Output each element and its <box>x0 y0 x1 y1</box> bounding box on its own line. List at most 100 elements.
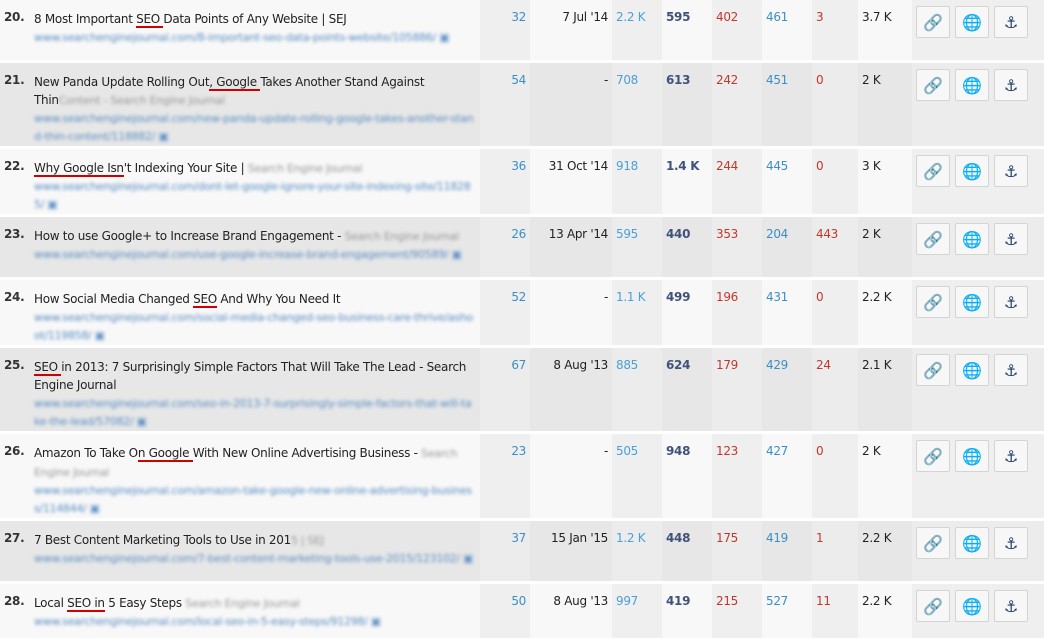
cell-c4: 448 <box>662 521 712 584</box>
actions-cell: 🔗 🌐 ⚓ <box>912 149 1044 217</box>
page-url-link[interactable]: www.searchenginejournal.com/8-important-… <box>34 31 450 44</box>
page-url-link[interactable]: www.searchenginejournal.com/local-seo-in… <box>34 615 381 628</box>
actions-cell: 🔗 🌐 ⚓ <box>912 0 1044 63</box>
value-c3: 1.2 K <box>616 531 646 545</box>
cell-c8: 2.2 K <box>858 280 912 348</box>
cell-c4: 613 <box>662 63 712 149</box>
keyword-highlight: , Google <box>209 75 261 91</box>
link-button[interactable]: 🔗 <box>916 223 950 255</box>
page-title-link[interactable]: SEO in 2013: 7 Surprisingly Simple Facto… <box>34 358 476 395</box>
page-url-link[interactable]: www.searchenginejournal.com/dont-let-goo… <box>34 180 471 211</box>
value-date: 8 Aug '13 <box>553 594 608 608</box>
site-name: 5 | SEJ <box>290 534 324 547</box>
globe-button[interactable]: 🌐 <box>955 590 989 622</box>
title-text: Local <box>34 596 68 610</box>
globe-button[interactable]: 🌐 <box>955 286 989 318</box>
cell-c5: 215 <box>712 584 762 641</box>
link-button[interactable]: 🔗 <box>916 69 950 101</box>
anchor-button[interactable]: ⚓ <box>994 590 1028 622</box>
value-c1: 50 <box>511 594 526 608</box>
title-text: Data Points of Any Website | SEJ <box>163 12 347 26</box>
link-button[interactable]: 🔗 <box>916 286 950 318</box>
actions-cell: 🔗 🌐 ⚓ <box>912 280 1044 348</box>
cell-c8: 2 K <box>858 217 912 280</box>
row-number: 24. <box>0 280 30 348</box>
cell-c1: 26 <box>480 217 530 280</box>
cell-c7: 24 <box>812 348 858 434</box>
link-button[interactable]: 🔗 <box>916 590 950 622</box>
globe-button[interactable]: 🌐 <box>955 354 989 386</box>
site-name: Search Engine Journal <box>344 230 460 243</box>
value-c4: 948 <box>666 444 691 458</box>
link-button[interactable]: 🔗 <box>916 6 950 38</box>
page-title-link[interactable]: 8 Most Important SEO Data Points of Any … <box>34 10 476 29</box>
page-title-link[interactable]: Why Google Isn't Indexing Your Site | Se… <box>34 159 476 178</box>
url-text: www.searchenginejournal.com/seo-in-2013-… <box>34 397 472 428</box>
page-title-link[interactable]: How to use Google+ to Increase Brand Eng… <box>34 227 476 246</box>
cell-c5: 353 <box>712 217 762 280</box>
value-c6: 427 <box>766 444 789 458</box>
page-url-link[interactable]: www.searchenginejournal.com/new-panda-up… <box>34 112 474 143</box>
page-title-link[interactable]: New Panda Update Rolling Out, Google Tak… <box>34 73 476 110</box>
anchor-button[interactable]: ⚓ <box>994 6 1028 38</box>
row-number: 27. <box>0 521 30 584</box>
url-text: www.searchenginejournal.com/7-best-conte… <box>34 552 460 565</box>
anchor-icon: ⚓ <box>1003 596 1019 616</box>
globe-button[interactable]: 🌐 <box>955 527 989 559</box>
page-title-link[interactable]: Amazon To Take On Google With New Online… <box>34 444 476 482</box>
title-text: 't Indexing Your Site | <box>123 161 248 175</box>
link-button[interactable]: 🔗 <box>916 354 950 386</box>
title-text: New Panda Update Rolling Out <box>34 75 210 89</box>
anchor-button[interactable]: ⚓ <box>994 69 1028 101</box>
globe-button[interactable]: 🌐 <box>955 223 989 255</box>
anchor-icon: ⚓ <box>1003 229 1019 249</box>
link-button[interactable]: 🔗 <box>916 440 950 472</box>
anchor-button[interactable]: ⚓ <box>994 223 1028 255</box>
globe-icon: 🌐 <box>962 229 982 249</box>
page-url-link[interactable]: www.searchenginejournal.com/seo-in-2013-… <box>34 397 472 428</box>
page-title-link[interactable]: Local SEO in 5 Easy Steps Search Engine … <box>34 594 476 613</box>
globe-button[interactable]: 🌐 <box>955 6 989 38</box>
value-c3: 997 <box>616 594 639 608</box>
cell-c7: 0 <box>812 63 858 149</box>
page-url-link[interactable]: www.searchenginejournal.com/use-google-i… <box>34 248 462 261</box>
page-title-link[interactable]: How Social Media Changed SEO And Why You… <box>34 290 476 309</box>
page-url-link[interactable]: www.searchenginejournal.com/social-media… <box>34 311 473 342</box>
value-c7: 0 <box>816 159 824 173</box>
value-c5: 196 <box>716 290 739 304</box>
cell-date: 13 Apr '14 <box>530 217 612 280</box>
cell-c3: 1.1 K <box>612 280 662 348</box>
page-url-link[interactable]: www.searchenginejournal.com/amazon-take-… <box>34 484 472 515</box>
cell-c3: 2.2 K <box>612 0 662 63</box>
value-c3: 595 <box>616 227 639 241</box>
anchor-icon: ⚓ <box>1003 161 1019 181</box>
value-c1: 36 <box>511 159 526 173</box>
title-text: in 2013: 7 Surprisingly Simple Factors T… <box>34 360 467 392</box>
anchor-button[interactable]: ⚓ <box>994 286 1028 318</box>
anchor-icon: ⚓ <box>1003 75 1019 95</box>
cell-c7: 0 <box>812 280 858 348</box>
globe-button[interactable]: 🌐 <box>955 155 989 187</box>
globe-button[interactable]: 🌐 <box>955 69 989 101</box>
anchor-button[interactable]: ⚓ <box>994 440 1028 472</box>
title-cell: How Social Media Changed SEO And Why You… <box>30 280 480 348</box>
table-row: 24. How Social Media Changed SEO And Why… <box>0 280 1044 348</box>
keyword-highlight: SEO <box>193 292 217 308</box>
link-icon: 🔗 <box>923 360 943 380</box>
anchor-button[interactable]: ⚓ <box>994 155 1028 187</box>
value-c6: 429 <box>766 358 789 372</box>
page-title-link[interactable]: 7 Best Content Marketing Tools to Use in… <box>34 531 476 550</box>
cell-c8: 2 K <box>858 434 912 521</box>
link-button[interactable]: 🔗 <box>916 155 950 187</box>
globe-button[interactable]: 🌐 <box>955 440 989 472</box>
value-c8: 2.2 K <box>862 594 892 608</box>
value-c6: 431 <box>766 290 789 304</box>
cell-c4: 440 <box>662 217 712 280</box>
anchor-button[interactable]: ⚓ <box>994 354 1028 386</box>
anchor-button[interactable]: ⚓ <box>994 527 1028 559</box>
link-button[interactable]: 🔗 <box>916 527 950 559</box>
page-url-link[interactable]: www.searchenginejournal.com/7-best-conte… <box>34 552 474 565</box>
value-c6: 445 <box>766 159 789 173</box>
title-cell: Local SEO in 5 Easy Steps Search Engine … <box>30 584 480 641</box>
anchor-icon: ⚓ <box>1003 12 1019 32</box>
